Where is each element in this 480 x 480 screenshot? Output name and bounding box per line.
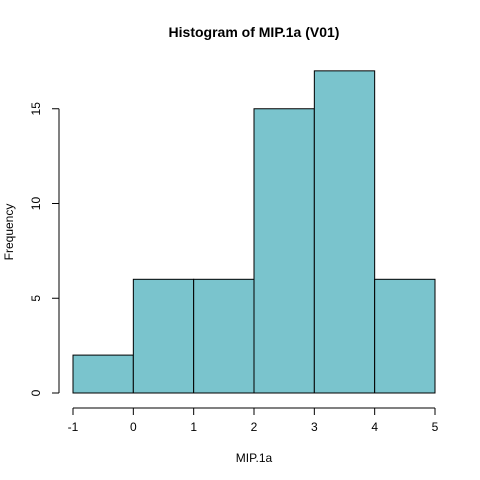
x-axis: -1 0 1 2 3 4 5 [68,407,439,434]
y-axis: 0 5 10 15 [29,102,60,396]
x-axis-label: MIP.1a [236,451,273,465]
x-tick-label: 5 [432,420,439,434]
y-tick-label: 0 [29,389,43,396]
x-tick-label: 3 [311,420,318,434]
x-tick-label: 0 [130,420,137,434]
x-tick-label: 4 [371,420,378,434]
y-tick-label: 10 [29,197,43,211]
histogram-bar [132,278,195,394]
y-tick-label: 15 [29,102,43,116]
histogram-bar [253,108,315,394]
y-tick-label: 5 [29,295,43,302]
x-tick-label: 1 [190,420,197,434]
y-axis-label: Frequency [2,204,16,261]
x-tick-label: 2 [251,420,258,434]
bars-group [72,70,436,394]
histogram-bar [72,354,134,394]
chart-title: Histogram of MIP.1a (V01) [169,24,340,40]
histogram-bar [374,278,436,394]
x-tick-label: -1 [68,420,79,434]
histogram-bar [193,278,255,394]
histogram-bar [313,70,376,394]
